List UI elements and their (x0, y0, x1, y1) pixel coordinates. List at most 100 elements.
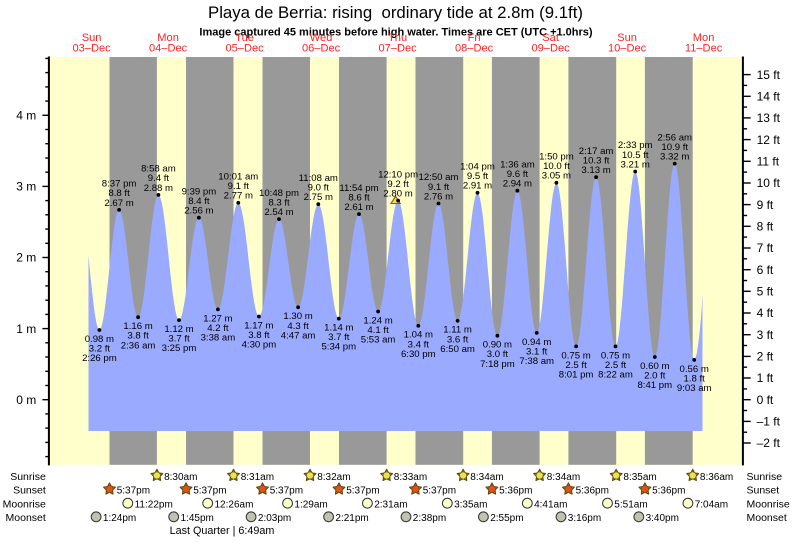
svg-text:1.17 m: 1.17 m (244, 320, 273, 331)
svg-text:Sunrise: Sunrise (10, 471, 46, 483)
svg-text:8:22 am: 8:22 am (598, 370, 633, 381)
svg-text:4:41am: 4:41am (534, 499, 567, 510)
svg-text:8:30am: 8:30am (164, 472, 197, 483)
svg-text:9.1 ft: 9.1 ft (228, 181, 250, 192)
svg-text:2:17 am: 2:17 am (579, 146, 614, 157)
svg-text:2:31am: 2:31am (374, 499, 407, 510)
svg-text:1:50 pm: 1:50 pm (539, 152, 574, 163)
svg-text:1 ft: 1 ft (757, 371, 774, 385)
svg-text:Sunset: Sunset (13, 485, 46, 497)
svg-text:8.4 ft: 8.4 ft (188, 196, 210, 207)
svg-text:8:35am: 8:35am (623, 472, 656, 483)
svg-text:10.5 ft: 10.5 ft (622, 150, 649, 161)
svg-text:8:58 am: 8:58 am (141, 164, 176, 175)
svg-text:3.32 m: 3.32 m (660, 152, 689, 163)
svg-text:9:39 pm: 9:39 pm (182, 186, 217, 197)
svg-text:9.4 ft: 9.4 ft (148, 173, 170, 184)
svg-text:3.0 ft: 3.0 ft (487, 349, 509, 360)
svg-text:2:36 am: 2:36 am (121, 340, 156, 351)
svg-text:3:16pm: 3:16pm (568, 513, 601, 524)
svg-text:7:38 am: 7:38 am (519, 356, 554, 367)
svg-text:2.56 m: 2.56 m (184, 206, 213, 217)
svg-text:5:36pm: 5:36pm (576, 486, 609, 497)
svg-text:Sunrise: Sunrise (747, 471, 783, 483)
svg-text:10.0 ft: 10.0 ft (543, 161, 570, 172)
svg-text:4 ft: 4 ft (757, 306, 774, 320)
svg-text:Sun: Sun (617, 32, 637, 44)
svg-text:2 ft: 2 ft (757, 350, 774, 364)
svg-text:06–Dec: 06–Dec (302, 43, 341, 55)
svg-text:1.14 m: 1.14 m (324, 323, 353, 334)
svg-text:05–Dec: 05–Dec (225, 43, 264, 55)
svg-text:7:18 pm: 7:18 pm (480, 359, 515, 370)
svg-text:12:10 pm: 12:10 pm (378, 169, 418, 180)
svg-text:3:38 am: 3:38 am (201, 333, 236, 344)
svg-text:3.2 ft: 3.2 ft (89, 344, 111, 355)
svg-text:2:21pm: 2:21pm (335, 513, 368, 524)
svg-text:2.61 m: 2.61 m (344, 202, 373, 213)
svg-text:1.30 m: 1.30 m (283, 311, 312, 322)
svg-text:12 ft: 12 ft (757, 133, 781, 147)
svg-text:9.6 ft: 9.6 ft (507, 169, 529, 180)
svg-text:2.94 m: 2.94 m (503, 179, 532, 190)
svg-text:Sun: Sun (82, 32, 102, 44)
svg-text:8:34am: 8:34am (547, 472, 580, 483)
svg-text:2.5 ft: 2.5 ft (565, 360, 587, 371)
svg-text:10–Dec: 10–Dec (608, 43, 647, 55)
svg-text:11–Dec: 11–Dec (685, 43, 723, 55)
svg-text:2:56 am: 2:56 am (657, 132, 692, 143)
svg-text:3.7 ft: 3.7 ft (328, 332, 350, 343)
svg-text:1 m: 1 m (16, 322, 36, 336)
svg-text:2.80 m: 2.80 m (383, 189, 412, 200)
svg-text:1:45pm: 1:45pm (181, 513, 214, 524)
svg-text:Fri: Fri (468, 32, 481, 44)
svg-text:8:01 pm: 8:01 pm (559, 370, 594, 381)
svg-text:2.67 m: 2.67 m (104, 198, 133, 209)
svg-text:3:40pm: 3:40pm (646, 513, 679, 524)
svg-text:0.75 m: 0.75 m (601, 350, 630, 361)
svg-text:3.05 m: 3.05 m (542, 171, 571, 182)
svg-text:5:37pm: 5:37pm (346, 486, 379, 497)
svg-text:4:30 pm: 4:30 pm (242, 340, 277, 351)
svg-text:11:08 am: 11:08 am (299, 173, 338, 184)
svg-text:3.4 ft: 3.4 ft (408, 339, 430, 350)
svg-text:Sat: Sat (542, 32, 559, 44)
svg-text:04–Dec: 04–Dec (149, 43, 188, 55)
svg-text:Mon: Mon (693, 32, 715, 44)
svg-text:11:22pm: 11:22pm (135, 499, 173, 510)
svg-text:Moonset: Moonset (6, 512, 46, 524)
svg-text:5 ft: 5 ft (757, 285, 774, 299)
svg-text:–2 ft: –2 ft (757, 436, 781, 450)
svg-text:8:37 pm: 8:37 pm (102, 179, 137, 190)
svg-text:3.6 ft: 3.6 ft (447, 334, 469, 345)
svg-text:7:04am: 7:04am (695, 499, 728, 510)
svg-text:9.5 ft: 9.5 ft (467, 171, 489, 182)
svg-text:09–Dec: 09–Dec (531, 43, 570, 55)
svg-text:0.90 m: 0.90 m (483, 340, 512, 351)
svg-text:4.3 ft: 4.3 ft (287, 321, 309, 332)
svg-text:Wed: Wed (310, 32, 333, 44)
svg-text:3.13 m: 3.13 m (581, 165, 610, 176)
svg-text:0.98 m: 0.98 m (85, 334, 114, 345)
svg-text:1:36 am: 1:36 am (500, 159, 535, 170)
svg-text:0 ft: 0 ft (757, 393, 774, 407)
svg-text:Moonrise: Moonrise (3, 499, 46, 511)
svg-text:8:41 pm: 8:41 pm (637, 380, 672, 391)
svg-text:13 ft: 13 ft (757, 111, 781, 125)
svg-text:10 ft: 10 ft (757, 176, 781, 190)
svg-text:9 ft: 9 ft (757, 198, 774, 212)
svg-text:3.8 ft: 3.8 ft (127, 331, 149, 342)
svg-text:2.54 m: 2.54 m (264, 207, 293, 218)
svg-text:6:50 am: 6:50 am (440, 344, 475, 355)
svg-text:4.1 ft: 4.1 ft (367, 325, 389, 336)
svg-text:1:24pm: 1:24pm (103, 513, 136, 524)
svg-text:2:03pm: 2:03pm (258, 513, 291, 524)
svg-text:2.76 m: 2.76 m (424, 191, 453, 202)
svg-text:3 ft: 3 ft (757, 328, 774, 342)
svg-text:1.16 m: 1.16 m (123, 321, 152, 332)
svg-text:8.3 ft: 8.3 ft (268, 197, 290, 208)
svg-text:Thu: Thu (388, 32, 407, 44)
svg-text:3.8 ft: 3.8 ft (248, 330, 270, 341)
svg-text:1:29am: 1:29am (294, 499, 327, 510)
svg-text:8:32am: 8:32am (317, 472, 350, 483)
